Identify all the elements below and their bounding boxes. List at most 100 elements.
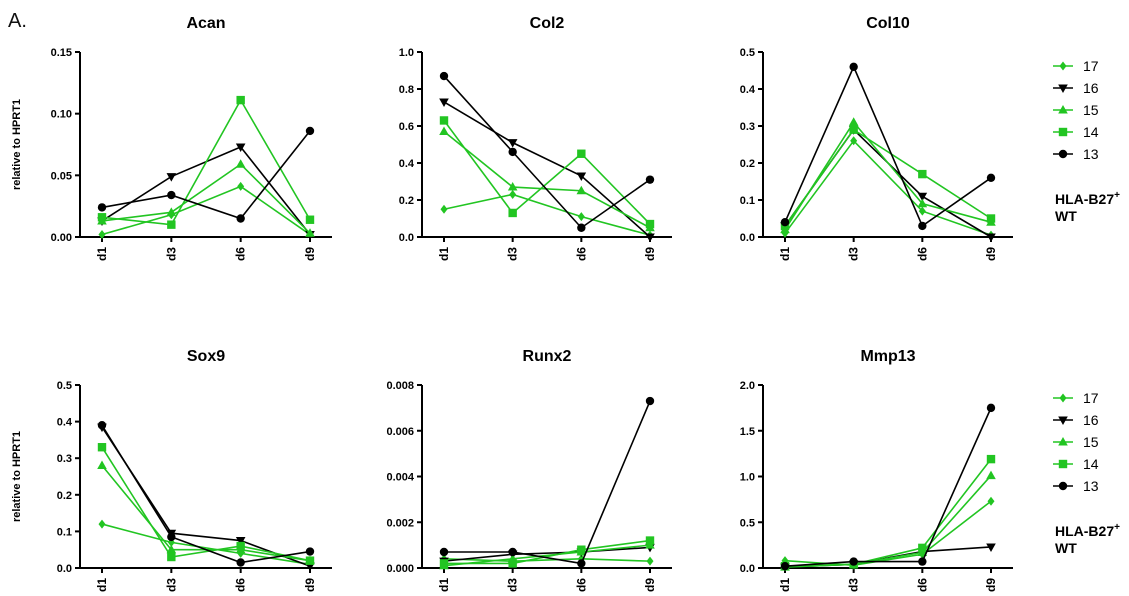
series-line: [443, 101, 651, 238]
x-tick-label: d9: [643, 247, 657, 261]
series-line: [443, 544, 651, 567]
y-tick-label: 0.4: [399, 158, 415, 170]
y-tick-label: 0.8: [399, 84, 414, 96]
y-tick-label: 0.1: [740, 195, 755, 207]
series-line: [101, 130, 311, 220]
group-label: WT: [1055, 208, 1077, 224]
series-13: [780, 403, 996, 571]
data-point: [97, 203, 107, 212]
y-tick-label: 0.4: [57, 417, 73, 429]
series-line: [443, 130, 651, 229]
x-tick-label: d1: [437, 247, 451, 261]
data-point: [576, 185, 587, 195]
chart-title: Sox9: [187, 348, 225, 365]
series-line: [784, 120, 992, 231]
data-point: [236, 541, 245, 551]
data-point: [986, 543, 996, 552]
series-line: [101, 163, 311, 234]
chart-title: Runx2: [523, 348, 572, 365]
data-point: [577, 559, 586, 568]
x-tick-label: d9: [984, 578, 998, 592]
chart-title: Mmp13: [860, 348, 915, 365]
data-point: [440, 204, 448, 214]
series-line: [784, 128, 992, 227]
series-line: [784, 500, 992, 567]
series-line: [784, 458, 992, 567]
data-point: [98, 519, 106, 529]
data-point: [849, 125, 858, 134]
x-tick-label: d1: [778, 247, 792, 261]
group-label: HLA-B27+: [1055, 190, 1120, 207]
x-tick-label: d1: [95, 578, 109, 592]
y-axis-label: relative to HPRT1: [11, 431, 23, 522]
series-line: [443, 546, 651, 562]
chart-runx2: Runx2 0.000 0.002 0.004 0.006 0.008 d1 d3 d6 d9: [386, 348, 672, 592]
series-line: [443, 193, 651, 236]
legend-label: 17: [1083, 58, 1099, 74]
data-point: [987, 496, 995, 506]
group-label-sup: +: [1114, 522, 1120, 533]
data-point: [236, 558, 245, 567]
data-point: [918, 221, 927, 231]
y-tick-label: 0.2: [57, 490, 72, 502]
series-line: [443, 119, 651, 225]
y-tick-label: 1.0: [399, 47, 414, 59]
chart-acan: Acan 0.00 0.05 0.10 0.15 d1 d3 d6 d9 relative to …: [11, 15, 332, 261]
data-point: [577, 545, 586, 554]
data-point: [646, 556, 654, 566]
y-tick-label: 0.05: [51, 170, 72, 182]
x-tick-label: d1: [95, 247, 109, 261]
x-tick-label: d1: [778, 578, 792, 592]
data-point: [508, 559, 517, 568]
data-point: [305, 215, 315, 224]
series-line: [784, 139, 992, 236]
legend-marker: [1058, 84, 1068, 93]
data-point: [439, 547, 449, 557]
series-15: [780, 117, 996, 234]
x-tick-label: d1: [437, 578, 451, 592]
series-line: [101, 446, 311, 562]
y-tick-label: 0.0: [740, 232, 755, 244]
chart-title: Col2: [530, 15, 565, 32]
legend-label: 13: [1083, 146, 1099, 162]
data-point: [167, 220, 176, 229]
data-point: [645, 233, 655, 242]
data-point: [509, 189, 517, 199]
chart-title: Acan: [186, 15, 225, 32]
legend-marker: [1058, 437, 1068, 446]
x-tick-label: d3: [506, 578, 520, 592]
y-tick-label: 0.15: [51, 47, 72, 59]
data-point: [305, 228, 315, 237]
y-tick-label: 0.3: [57, 453, 72, 465]
data-point: [439, 116, 449, 125]
legend-marker: [1059, 61, 1067, 71]
chart-sox9: Sox9 0.0 0.1 0.2 0.3 0.4 0.5 d1 d3 d6 d9 relative t…: [11, 348, 332, 592]
data-point: [645, 536, 655, 545]
legend: 17 16 15 14 13 HLA-B27+WT: [1053, 390, 1120, 556]
series-line: [444, 539, 651, 565]
data-point: [508, 147, 517, 157]
group-label: WT: [1055, 540, 1077, 556]
x-tick-label: d3: [847, 578, 861, 592]
series-line: [443, 75, 651, 229]
legend-label: 15: [1083, 102, 1099, 118]
data-point: [918, 206, 926, 216]
chart-mmp13: Mmp13 0.0 0.5 1.0 1.5 2.0 d1 d3 d6 d9: [740, 348, 1013, 592]
data-point: [439, 559, 449, 568]
x-tick-label: d9: [303, 578, 317, 592]
data-point: [166, 544, 177, 554]
data-point: [577, 149, 586, 158]
x-tick-label: d3: [164, 247, 178, 261]
series-line: [101, 424, 311, 564]
data-point: [848, 117, 859, 126]
data-point: [986, 403, 996, 413]
legend-marker: [1058, 105, 1068, 114]
data-point: [97, 213, 107, 222]
data-point: [577, 223, 586, 232]
y-tick-label: 0.3: [740, 121, 755, 133]
legend-label: 14: [1083, 124, 1099, 140]
series-16: [780, 126, 996, 242]
x-tick-label: d6: [234, 578, 248, 592]
data-point: [508, 208, 517, 218]
data-point: [97, 421, 107, 430]
